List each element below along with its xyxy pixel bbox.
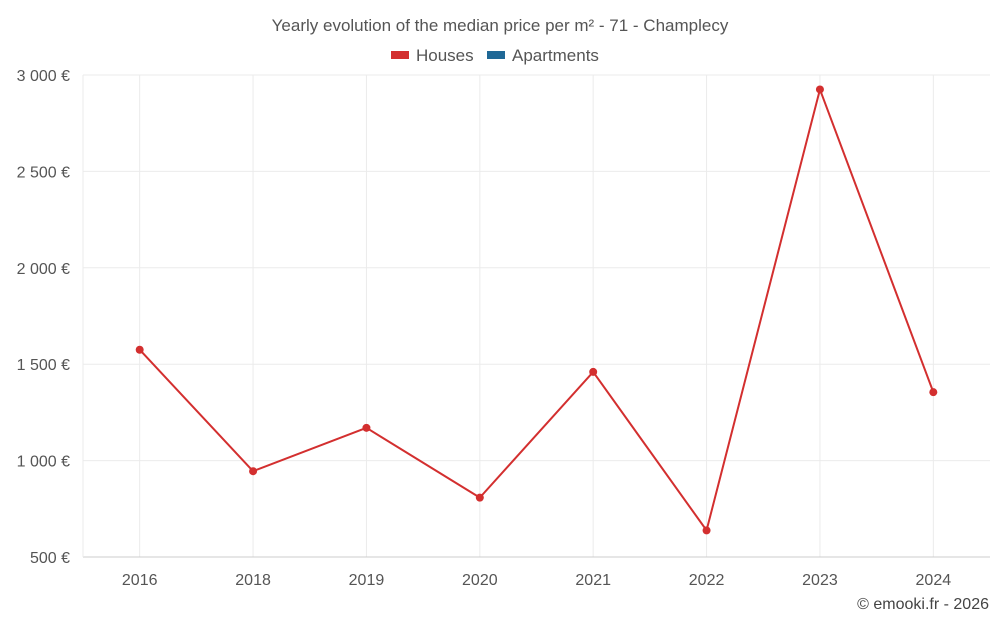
y-tick-label: 2 500 € xyxy=(17,164,70,181)
x-tick-label: 2019 xyxy=(349,572,385,589)
x-tick-label: 2024 xyxy=(916,572,952,589)
x-axis-tick-labels: 2016 2018 2019 2020 2021 2022 2023 2024 xyxy=(122,572,951,589)
x-tick-label: 2021 xyxy=(575,572,611,589)
x-tick-label: 2016 xyxy=(122,572,158,589)
vertical-gridlines xyxy=(139,75,934,557)
x-tick-label: 2018 xyxy=(235,572,271,589)
legend-label-houses: Houses xyxy=(416,46,474,65)
y-tick-label: 1 500 € xyxy=(17,357,70,374)
data-point-houses-2020[interactable] xyxy=(475,493,484,502)
y-tick-label: 2 000 € xyxy=(17,261,70,278)
legend-swatch-apartments xyxy=(487,51,505,59)
y-tick-label: 3 000 € xyxy=(17,68,70,85)
chart-title: Yearly evolution of the median price per… xyxy=(272,16,729,35)
legend-item-houses[interactable]: Houses xyxy=(391,46,474,65)
data-point-houses-2022[interactable] xyxy=(702,526,711,535)
data-point-houses-2021[interactable] xyxy=(589,367,598,376)
legend-label-apartments: Apartments xyxy=(512,46,599,65)
legend-swatch-houses xyxy=(391,51,409,59)
series-line-houses xyxy=(138,88,935,532)
x-tick-label: 2023 xyxy=(802,572,838,589)
y-tick-label: 500 € xyxy=(30,550,70,567)
series-points xyxy=(135,85,938,535)
data-point-houses-2024[interactable] xyxy=(929,388,938,397)
horizontal-gridlines xyxy=(83,74,990,462)
legend-item-apartments[interactable]: Apartments xyxy=(487,46,599,65)
x-tick-label: 2022 xyxy=(689,572,725,589)
legend: Houses Apartments xyxy=(391,46,599,65)
data-point-houses-2023[interactable] xyxy=(815,85,824,94)
series-lines xyxy=(138,88,935,532)
data-point-houses-2018[interactable] xyxy=(249,467,258,476)
x-tick-label: 2020 xyxy=(462,572,498,589)
y-tick-label: 1 000 € xyxy=(17,454,70,471)
y-axis-tick-labels: 500 € 1 000 € 1 500 € 2 000 € 2 500 € 3 000 € xyxy=(17,68,70,567)
credit-text: © emooki.fr - 2026 xyxy=(857,596,989,613)
axes xyxy=(82,75,990,558)
data-point-houses-2016[interactable] xyxy=(135,345,144,354)
data-point-houses-2019[interactable] xyxy=(362,423,371,432)
